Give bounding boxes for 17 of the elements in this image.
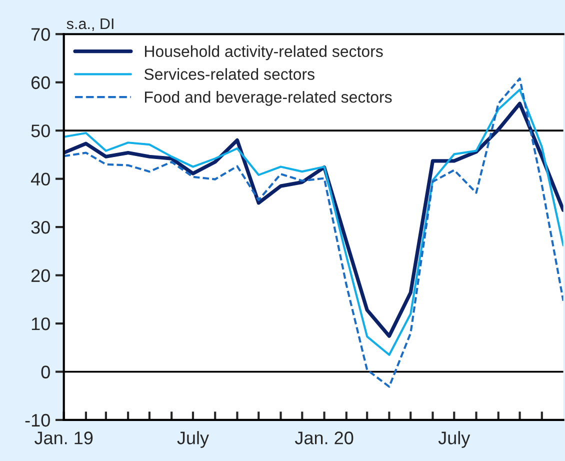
legend-label: Household activity-related sectors [145, 45, 383, 60]
x-tick-label: Jan. 20 [294, 432, 354, 444]
y-tick-label: 60 [31, 76, 50, 90]
y-tick-label: 0 [41, 366, 50, 378]
y-tick-label: 20 [31, 269, 50, 282]
y-tick-label: 10 [32, 317, 50, 330]
x-tick-label: July [177, 431, 210, 448]
y-tick-label: 70 [31, 28, 50, 41]
legend-label: Services-related sectors [144, 68, 314, 80]
y-tick-label: 40 [30, 172, 50, 186]
y-tick-label: 30 [31, 220, 50, 234]
x-tick-label: July [438, 431, 470, 448]
legend-label: Food and beverage-related sectors [145, 91, 392, 106]
x-tick-label: Jan. 19 [34, 432, 93, 444]
y-axis-title: s.a., DI [66, 18, 114, 31]
y-tick-label: -10 [25, 414, 50, 427]
y-tick-label: 50 [31, 124, 50, 138]
